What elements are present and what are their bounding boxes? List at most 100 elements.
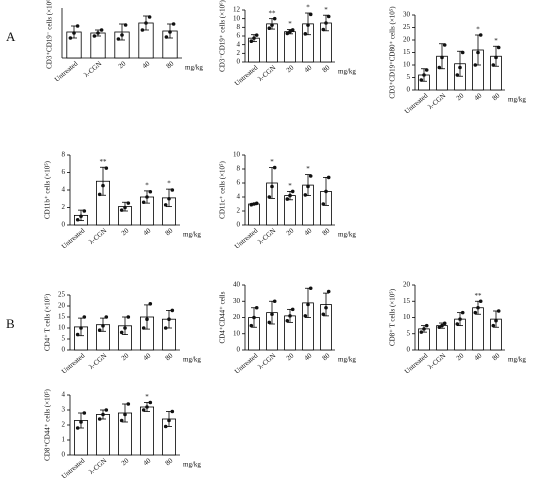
y-tick-label: 2	[62, 203, 66, 211]
y-axis-label: CD3⁺CD19⁺CD80⁺ cells (×10⁵)	[389, 6, 397, 99]
significance: *	[494, 37, 498, 45]
data-point	[167, 196, 171, 201]
data-point	[458, 65, 462, 70]
data-point	[270, 23, 274, 27]
data-point	[321, 27, 326, 32]
data-point	[491, 323, 496, 328]
y-tick-label: 20	[58, 302, 66, 310]
data-point	[75, 332, 80, 337]
bar	[96, 414, 111, 456]
data-point	[491, 63, 496, 67]
data-point	[308, 174, 313, 178]
data-point	[147, 15, 152, 19]
data-point	[270, 312, 274, 317]
y-tick-label: 15	[58, 313, 66, 321]
data-point	[267, 26, 272, 31]
data-point	[97, 328, 102, 333]
data-point	[324, 21, 328, 25]
data-point	[285, 197, 290, 201]
data-point	[123, 412, 127, 417]
data-point	[442, 321, 447, 326]
x-tick-label: λ-CGN	[87, 457, 108, 476]
data-point	[442, 43, 447, 47]
y-tick-label: 25	[403, 23, 411, 31]
x-tick-label: λ-CGN	[426, 92, 447, 111]
data-point	[252, 36, 256, 40]
data-point	[324, 189, 328, 194]
y-tick-label: 6	[237, 179, 241, 187]
data-point	[92, 34, 97, 38]
data-point	[437, 325, 442, 330]
y-tick-label: 0	[237, 58, 241, 66]
data-point	[79, 326, 83, 330]
x-tick-label: Untreated	[233, 226, 260, 250]
data-point	[288, 314, 292, 318]
data-point	[306, 302, 310, 307]
data-point	[303, 193, 308, 197]
data-point	[272, 165, 277, 170]
x-axis-label: mg/kg	[338, 231, 356, 239]
data-point	[126, 402, 131, 406]
data-point	[272, 16, 277, 21]
x-tick-label: 40	[142, 351, 153, 362]
data-point	[476, 305, 480, 310]
significance: *	[476, 26, 480, 34]
x-tick-label: Untreated	[403, 91, 430, 115]
x-axis-label: mg/kg	[183, 356, 201, 364]
data-point	[101, 183, 105, 188]
data-point	[75, 426, 80, 430]
x-tick-label: 40	[303, 226, 314, 237]
x-tick-label: 40	[473, 351, 484, 362]
x-tick-label: 40	[303, 63, 314, 74]
data-point	[141, 408, 146, 412]
significance: *	[306, 165, 310, 173]
x-tick-label: 40	[142, 456, 153, 467]
bar	[139, 406, 154, 456]
data-point	[148, 400, 153, 405]
x-tick-label: 20	[285, 351, 296, 362]
data-point	[321, 202, 326, 206]
data-point	[473, 63, 478, 67]
data-point	[254, 305, 259, 310]
data-point	[288, 29, 292, 34]
data-point	[119, 208, 124, 212]
y-axis-label: CD8⁺ T cells (×10⁵)	[389, 288, 397, 346]
data-point	[326, 175, 331, 180]
y-tick-label: 0	[407, 346, 411, 354]
data-point	[437, 65, 442, 70]
y-tick-label: 12	[233, 6, 241, 14]
x-tick-label: λ-CGN	[256, 64, 277, 83]
x-tick-label: 80	[164, 351, 175, 362]
data-point	[163, 424, 168, 429]
y-tick-label: 0	[62, 451, 66, 459]
data-point	[249, 323, 254, 328]
data-point	[68, 36, 73, 40]
data-point	[326, 289, 331, 294]
y-tick-label: 0	[62, 221, 66, 229]
y-tick-label: 5	[407, 73, 411, 81]
y-tick-label: 10	[233, 329, 241, 337]
data-point	[272, 299, 277, 304]
data-point	[96, 31, 100, 35]
data-point	[163, 203, 168, 207]
data-point	[140, 28, 145, 32]
x-axis-label: mg/kg	[185, 64, 203, 72]
data-point	[478, 33, 483, 37]
data-point	[104, 166, 109, 170]
data-point	[458, 317, 462, 321]
y-axis-label: CD11c⁺ cells (×10⁵)	[219, 161, 227, 219]
y-tick-label: 0	[407, 86, 411, 94]
x-tick-label: 40	[303, 351, 314, 362]
data-point	[496, 45, 501, 50]
x-tick-label: 20	[117, 59, 128, 70]
significance: *	[288, 182, 292, 190]
data-point	[75, 24, 80, 28]
panel-label: A	[6, 29, 16, 44]
x-axis-label: mg/kg	[338, 356, 356, 364]
x-tick-label: λ-CGN	[87, 352, 108, 371]
y-tick-label: 0	[237, 346, 241, 354]
data-point	[82, 411, 87, 415]
data-point	[104, 315, 109, 319]
data-point	[145, 317, 149, 322]
